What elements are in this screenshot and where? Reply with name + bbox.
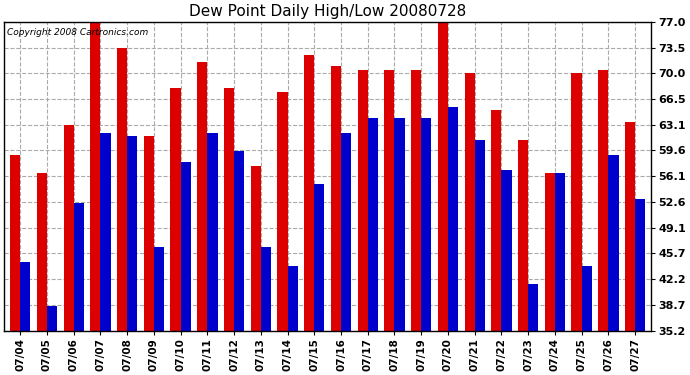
Bar [63, 125, 74, 331]
Bar [154, 247, 164, 331]
Bar [448, 107, 458, 331]
Bar [437, 22, 448, 331]
Bar [170, 88, 181, 331]
Bar [197, 62, 208, 331]
Bar [411, 70, 421, 331]
Bar [20, 262, 30, 331]
Bar [491, 111, 502, 331]
Bar [47, 306, 57, 331]
Bar [304, 55, 314, 331]
Bar [331, 66, 341, 331]
Bar [635, 199, 645, 331]
Bar [598, 70, 609, 331]
Bar [90, 22, 101, 331]
Bar [314, 184, 324, 331]
Title: Dew Point Daily High/Low 20080728: Dew Point Daily High/Low 20080728 [189, 4, 466, 19]
Bar [582, 266, 592, 331]
Bar [144, 136, 154, 331]
Bar [261, 247, 271, 331]
Bar [518, 140, 528, 331]
Bar [250, 166, 261, 331]
Bar [181, 162, 190, 331]
Bar [544, 173, 555, 331]
Bar [368, 118, 378, 331]
Bar [555, 173, 565, 331]
Bar [277, 92, 288, 331]
Bar [117, 48, 127, 331]
Bar [127, 136, 137, 331]
Bar [288, 266, 297, 331]
Bar [384, 70, 395, 331]
Bar [609, 155, 618, 331]
Bar [502, 170, 511, 331]
Bar [571, 74, 582, 331]
Bar [234, 151, 244, 331]
Bar [528, 284, 538, 331]
Bar [395, 118, 404, 331]
Bar [37, 173, 47, 331]
Bar [208, 133, 217, 331]
Bar [421, 118, 431, 331]
Bar [101, 133, 110, 331]
Text: Copyright 2008 Cartronics.com: Copyright 2008 Cartronics.com [8, 28, 148, 37]
Bar [341, 133, 351, 331]
Bar [475, 140, 485, 331]
Bar [357, 70, 368, 331]
Bar [74, 203, 84, 331]
Bar [10, 155, 20, 331]
Bar [464, 74, 475, 331]
Bar [224, 88, 234, 331]
Bar [625, 122, 635, 331]
